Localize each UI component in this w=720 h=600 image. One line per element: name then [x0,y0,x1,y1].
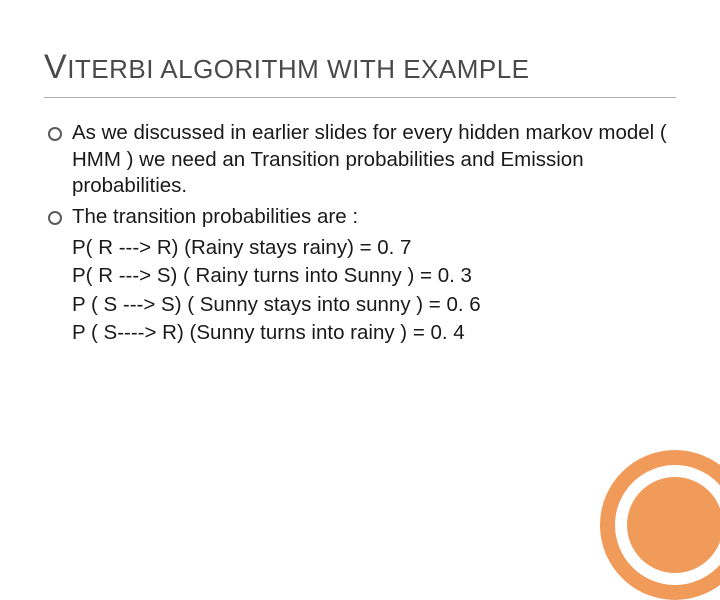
decorative-corner-circle [600,450,720,600]
bullet-text: The transition probabilities are : [72,205,358,228]
slide-container: VITERBI ALGORITHM WITH EXAMPLE As we dis… [0,0,720,540]
sub-line: P( R ---> R) (Rainy stays rainy) = 0. 7 [48,235,676,262]
circle-inner [627,477,720,573]
bullet-item: As we discussed in earlier slides for ev… [48,120,676,200]
sub-line: P ( S ---> S) ( Sunny stays into sunny )… [48,292,676,319]
bullet-item: The transition probabilities are : [48,204,676,231]
sub-line: P( R ---> S) ( Rainy turns into Sunny ) … [48,263,676,290]
title-rest: ITERBI ALGORITHM WITH EXAMPLE [67,54,529,84]
slide-title: VITERBI ALGORITHM WITH EXAMPLE [44,48,676,98]
slide-content: As we discussed in earlier slides for ev… [44,120,676,347]
title-first-letter: V [44,48,67,86]
bullet-text: As we discussed in earlier slides for ev… [72,121,667,197]
sub-line: P ( S----> R) (Sunny turns into rainy ) … [48,320,676,347]
